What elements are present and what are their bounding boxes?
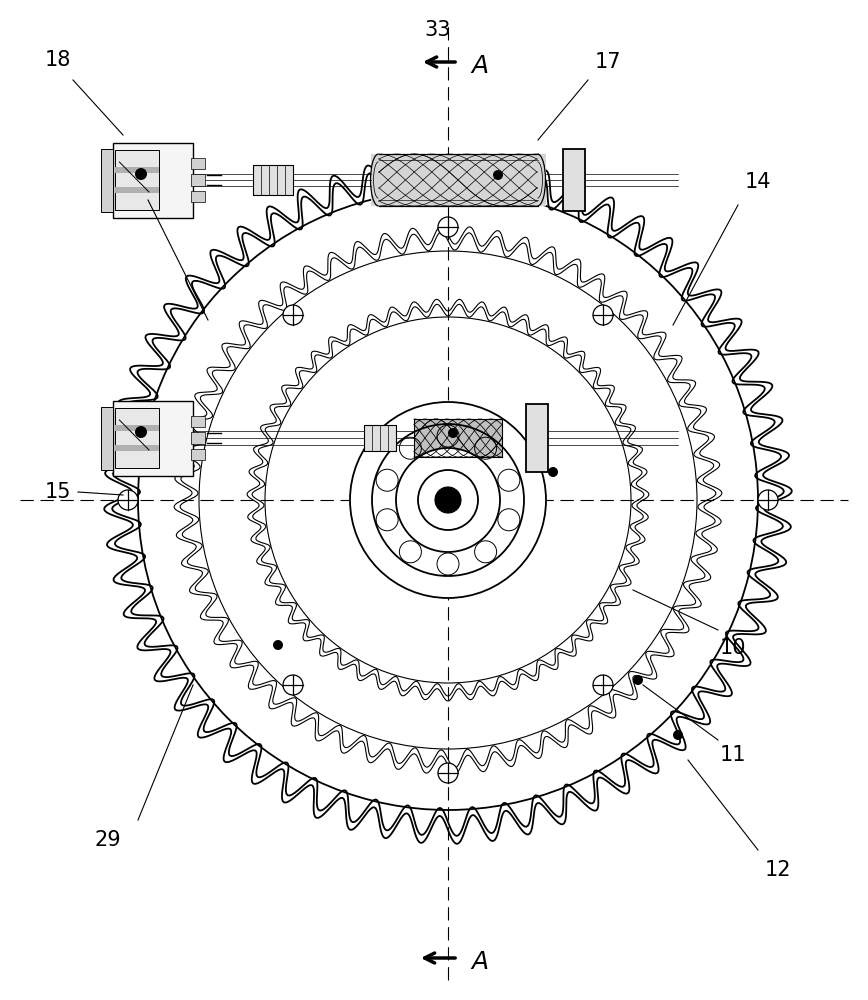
Bar	[364, 425, 396, 451]
Circle shape	[396, 448, 500, 552]
Bar	[113, 142, 193, 218]
Bar	[115, 408, 159, 468]
Circle shape	[493, 170, 503, 180]
Circle shape	[633, 675, 643, 685]
Bar	[191, 191, 205, 202]
Text: 10: 10	[720, 638, 746, 658]
Circle shape	[758, 490, 778, 510]
Bar	[191, 449, 205, 460]
Bar	[526, 404, 548, 472]
Text: 18: 18	[45, 50, 71, 70]
Circle shape	[435, 487, 461, 513]
Bar	[115, 425, 159, 431]
Circle shape	[418, 470, 478, 530]
Circle shape	[135, 168, 147, 180]
Text: 29: 29	[95, 830, 122, 850]
Bar	[113, 400, 193, 476]
Bar	[191, 174, 205, 186]
Bar	[115, 187, 159, 193]
Bar	[414, 419, 502, 457]
Circle shape	[350, 402, 546, 598]
Circle shape	[135, 426, 147, 438]
Circle shape	[448, 428, 458, 438]
Circle shape	[548, 467, 558, 477]
Circle shape	[283, 305, 303, 325]
Bar	[191, 416, 205, 427]
Bar	[371, 154, 545, 206]
Bar	[253, 165, 293, 195]
Text: 32: 32	[109, 165, 136, 185]
Text: 11: 11	[720, 745, 746, 765]
Bar	[115, 150, 159, 210]
Bar	[115, 167, 159, 173]
Circle shape	[438, 763, 458, 783]
Text: 15: 15	[45, 482, 71, 502]
Bar	[101, 406, 113, 470]
Circle shape	[438, 217, 458, 237]
Text: 33: 33	[424, 20, 451, 40]
Circle shape	[283, 675, 303, 695]
Text: $A$: $A$	[470, 950, 489, 974]
Bar	[191, 158, 205, 169]
Circle shape	[593, 675, 613, 695]
Circle shape	[593, 305, 613, 325]
Text: 17: 17	[595, 52, 621, 72]
Text: $A$: $A$	[470, 54, 489, 78]
Text: 14: 14	[745, 172, 772, 192]
Bar	[101, 148, 113, 212]
Bar	[562, 149, 584, 211]
Circle shape	[273, 640, 283, 650]
Bar	[115, 445, 159, 451]
Circle shape	[673, 730, 683, 740]
Circle shape	[118, 490, 138, 510]
Bar	[191, 432, 205, 444]
Text: 12: 12	[765, 860, 792, 880]
